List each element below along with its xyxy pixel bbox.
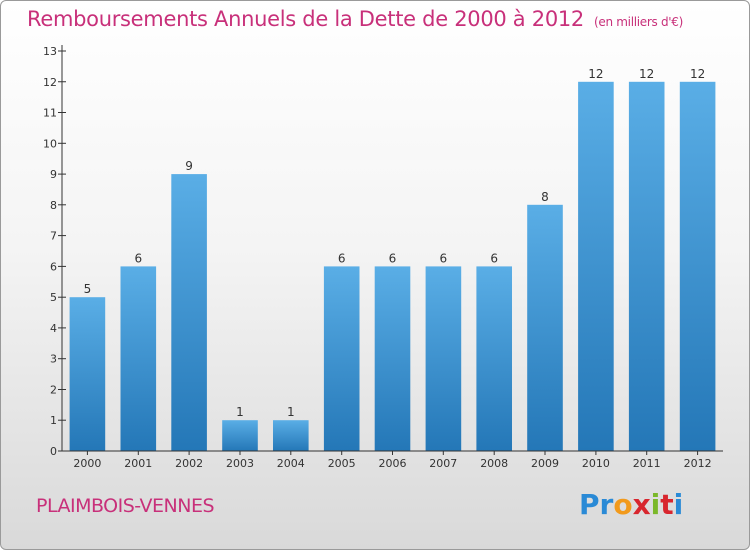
data-label-2008: 6 [490,251,498,265]
data-label-2003: 1 [236,405,244,419]
x-tick-label-2002: 2002 [175,457,203,470]
bar-2002 [171,174,207,451]
bar-2010 [578,81,614,452]
data-label-2002: 9 [185,159,193,173]
data-label-2012: 12 [690,67,705,81]
bar-2008 [476,266,512,451]
y-tick-label-5: 5 [50,291,57,304]
logo-letter: x [632,488,651,521]
x-tick-label-2004: 2004 [277,457,305,470]
x-tick-label-2010: 2010 [582,457,610,470]
x-tick-label-2008: 2008 [480,457,508,470]
bar-2004 [273,420,309,451]
chart-title-text: Remboursements Annuels de la Dette de 20… [27,7,584,31]
logo-letter: r [599,488,614,521]
y-tick-label-13: 13 [43,45,57,58]
bar-2003 [222,420,258,451]
y-tick-label-2: 2 [50,384,57,397]
logo-letter: i [673,488,684,521]
y-tick-label-7: 7 [50,230,57,243]
bar-2012 [679,81,716,452]
y-tick-label-3: 3 [50,353,57,366]
commune-name: PLAIMBOIS-VENNES [36,495,215,517]
chart-unit: (en milliers d'€) [594,15,684,29]
y-tick-label-0: 0 [50,445,57,458]
chart-title: Remboursements Annuels de la Dette de 20… [27,7,683,31]
bar-2001 [120,266,157,451]
data-label-2011: 12 [639,67,654,81]
x-tick-label-2005: 2005 [328,457,356,470]
proxiti-logo: Proxiti [579,488,683,521]
data-label-2000: 5 [84,282,92,296]
data-label-2009: 8 [541,190,549,204]
y-tick-label-11: 11 [43,107,57,120]
data-label-2005: 6 [338,251,346,265]
data-label-2007: 6 [439,251,447,265]
y-tick-label-6: 6 [50,260,57,273]
x-tick-label-2000: 2000 [73,457,101,470]
logo-letter: t [660,488,674,521]
x-tick-label-2001: 2001 [124,457,152,470]
x-tick-label-2009: 2009 [531,457,559,470]
bar-2009 [527,204,563,451]
data-label-2004: 1 [287,405,295,419]
x-tick-label-2007: 2007 [429,457,457,470]
data-label-2010: 12 [588,67,603,81]
y-tick-label-8: 8 [50,199,57,212]
logo-letter: o [613,488,633,521]
logo-letter: i [650,488,661,521]
bar-2007 [425,266,462,451]
data-label-2006: 6 [389,251,397,265]
x-tick-label-2011: 2011 [633,457,661,470]
y-tick-label-9: 9 [50,168,57,181]
bar-2005 [323,266,360,451]
x-tick-label-2012: 2012 [684,457,712,470]
y-tick-label-1: 1 [50,414,57,427]
x-tick-label-2003: 2003 [226,457,254,470]
y-tick-label-10: 10 [43,137,57,150]
data-label-2001: 6 [134,251,142,265]
bar-2006 [374,266,411,451]
y-tick-label-4: 4 [50,322,57,335]
x-tick-label-2006: 2006 [379,457,407,470]
y-tick-label-12: 12 [43,76,57,89]
bar-2011 [628,81,665,452]
logo-letter: P [579,488,600,521]
bar-2000 [69,297,106,451]
